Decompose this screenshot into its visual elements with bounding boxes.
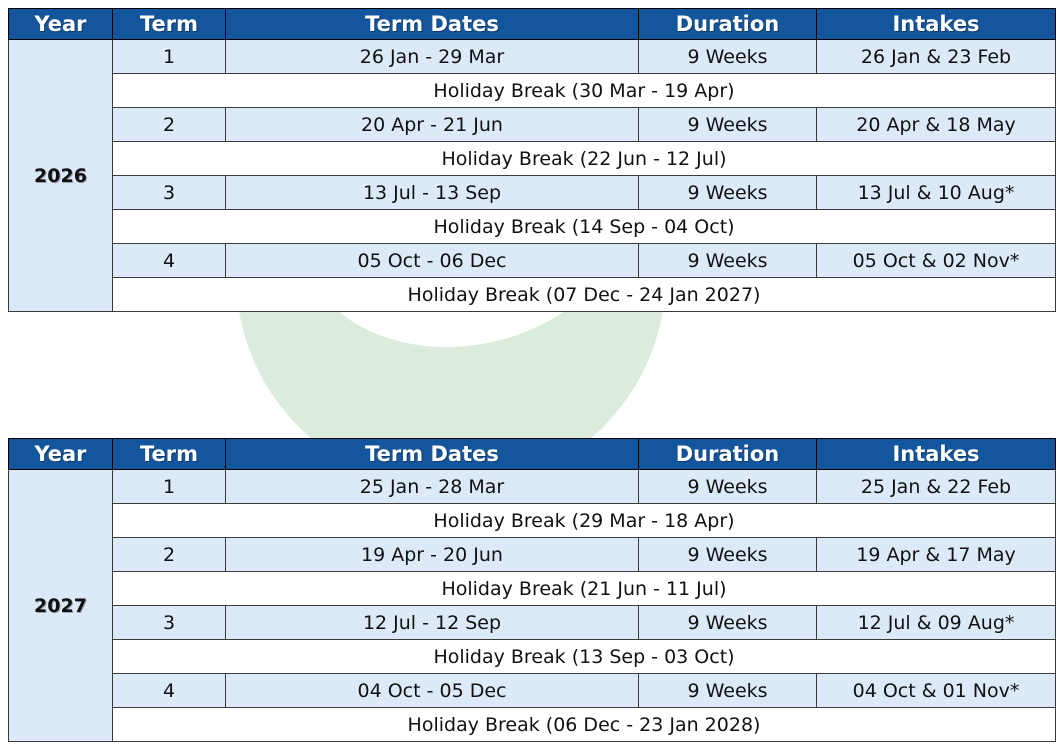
calendar-table-2027: Year Term Term Dates Duration Intakes 2027 1 25… bbox=[8, 438, 1056, 742]
duration-cell: 9 Weeks bbox=[638, 243, 817, 278]
holiday-break-cell: Holiday Break (14 Sep - 04 Oct) bbox=[112, 209, 1056, 244]
term-number-cell: 3 bbox=[112, 175, 226, 210]
term-dates-cell: 04 Oct - 05 Dec bbox=[225, 673, 639, 708]
term-number-cell: 2 bbox=[112, 537, 226, 572]
holiday-break-cell: Holiday Break (29 Mar - 18 Apr) bbox=[112, 503, 1056, 538]
intakes-cell: 20 Apr & 18 May bbox=[816, 107, 1056, 142]
holiday-break-row: Holiday Break (14 Sep - 04 Oct) bbox=[9, 209, 1056, 244]
holiday-break-row: Holiday Break (13 Sep - 03 Oct) bbox=[9, 639, 1056, 674]
term-number-cell: 3 bbox=[112, 605, 226, 640]
term-dates-cell: 19 Apr - 20 Jun bbox=[225, 537, 639, 572]
column-header-year: Year bbox=[8, 8, 113, 40]
term-row: 2 20 Apr - 21 Jun 9 Weeks 20 Apr & 18 May bbox=[9, 107, 1056, 142]
intakes-cell: 19 Apr & 17 May bbox=[816, 537, 1056, 572]
column-header-term-dates: Term Dates bbox=[225, 8, 639, 40]
duration-cell: 9 Weeks bbox=[638, 107, 817, 142]
term-number-cell: 1 bbox=[112, 39, 226, 74]
term-row: 3 12 Jul - 12 Sep 9 Weeks 12 Jul & 09 Aug* bbox=[9, 605, 1056, 640]
term-dates-cell: 12 Jul - 12 Sep bbox=[225, 605, 639, 640]
holiday-break-cell: Holiday Break (21 Jun - 11 Jul) bbox=[112, 571, 1056, 606]
term-dates-cell: 05 Oct - 06 Dec bbox=[225, 243, 639, 278]
term-dates-cell: 26 Jan - 29 Mar bbox=[225, 39, 639, 74]
term-row: 2 19 Apr - 20 Jun 9 Weeks 19 Apr & 17 May bbox=[9, 537, 1056, 572]
calendar-table-2026: Year Term Term Dates Duration Intakes 2026 1 26… bbox=[8, 8, 1056, 312]
duration-cell: 9 Weeks bbox=[638, 39, 817, 74]
intakes-cell: 04 Oct & 01 Nov* bbox=[816, 673, 1056, 708]
table-header-row: Year Term Term Dates Duration Intakes bbox=[8, 438, 1056, 470]
term-number-cell: 4 bbox=[112, 243, 226, 278]
intakes-cell: 26 Jan & 23 Feb bbox=[816, 39, 1056, 74]
term-number-cell: 1 bbox=[112, 469, 226, 504]
holiday-break-cell: Holiday Break (07 Dec - 24 Jan 2027) bbox=[112, 277, 1056, 312]
intakes-cell: 05 Oct & 02 Nov* bbox=[816, 243, 1056, 278]
term-row: 3 13 Jul - 13 Sep 9 Weeks 13 Jul & 10 Aug* bbox=[9, 175, 1056, 210]
intakes-cell: 12 Jul & 09 Aug* bbox=[816, 605, 1056, 640]
holiday-break-row: Holiday Break (30 Mar - 19 Apr) bbox=[9, 73, 1056, 108]
column-header-intakes: Intakes bbox=[816, 8, 1056, 40]
holiday-break-cell: Holiday Break (13 Sep - 03 Oct) bbox=[112, 639, 1056, 674]
duration-cell: 9 Weeks bbox=[638, 537, 817, 572]
term-dates-cell: 13 Jul - 13 Sep bbox=[225, 175, 639, 210]
column-header-duration: Duration bbox=[638, 438, 817, 470]
term-number-cell: 2 bbox=[112, 107, 226, 142]
duration-cell: 9 Weeks bbox=[638, 469, 817, 504]
holiday-break-row: Holiday Break (22 Jun - 12 Jul) bbox=[9, 141, 1056, 176]
intakes-cell: 25 Jan & 22 Feb bbox=[816, 469, 1056, 504]
duration-cell: 9 Weeks bbox=[638, 605, 817, 640]
term-number-cell: 4 bbox=[112, 673, 226, 708]
holiday-break-row: Holiday Break (07 Dec - 24 Jan 2027) bbox=[9, 277, 1056, 312]
holiday-break-row: Holiday Break (06 Dec - 23 Jan 2028) bbox=[9, 707, 1056, 742]
column-header-year: Year bbox=[8, 438, 113, 470]
term-row: 4 04 Oct - 05 Dec 9 Weeks 04 Oct & 01 Nov* bbox=[9, 673, 1056, 708]
holiday-break-cell: Holiday Break (06 Dec - 23 Jan 2028) bbox=[112, 707, 1056, 742]
term-row: 2026 1 26 Jan - 29 Mar 9 Weeks 26 Jan & 23 F… bbox=[8, 39, 1056, 312]
term-row: 4 05 Oct - 06 Dec 9 Weeks 05 Oct & 02 Nov* bbox=[9, 243, 1056, 278]
duration-cell: 9 Weeks bbox=[638, 175, 817, 210]
holiday-break-row: Holiday Break (29 Mar - 18 Apr) bbox=[9, 503, 1056, 538]
year-cell: 2027 bbox=[8, 469, 113, 742]
year-cell: 2026 bbox=[8, 39, 113, 312]
duration-cell: 9 Weeks bbox=[638, 673, 817, 708]
column-header-duration: Duration bbox=[638, 8, 817, 40]
column-header-term-dates: Term Dates bbox=[225, 438, 639, 470]
holiday-break-cell: Holiday Break (30 Mar - 19 Apr) bbox=[112, 73, 1056, 108]
intakes-cell: 13 Jul & 10 Aug* bbox=[816, 175, 1056, 210]
term-dates-cell: 25 Jan - 28 Mar bbox=[225, 469, 639, 504]
term-dates-cell: 20 Apr - 21 Jun bbox=[225, 107, 639, 142]
column-header-term: Term bbox=[112, 8, 226, 40]
column-header-intakes: Intakes bbox=[816, 438, 1056, 470]
holiday-break-row: Holiday Break (21 Jun - 11 Jul) bbox=[9, 571, 1056, 606]
column-header-term: Term bbox=[112, 438, 226, 470]
academic-calendar-2026: Year Term Term Dates Duration Intakes 2026 1 26… bbox=[8, 8, 1056, 312]
table-header-row: Year Term Term Dates Duration Intakes bbox=[8, 8, 1056, 40]
holiday-break-cell: Holiday Break (22 Jun - 12 Jul) bbox=[112, 141, 1056, 176]
academic-calendar-2027: Year Term Term Dates Duration Intakes 2027 1 25… bbox=[8, 438, 1056, 742]
term-row: 2027 1 25 Jan - 28 Mar 9 Weeks 25 Jan & 22 F… bbox=[8, 469, 1056, 742]
